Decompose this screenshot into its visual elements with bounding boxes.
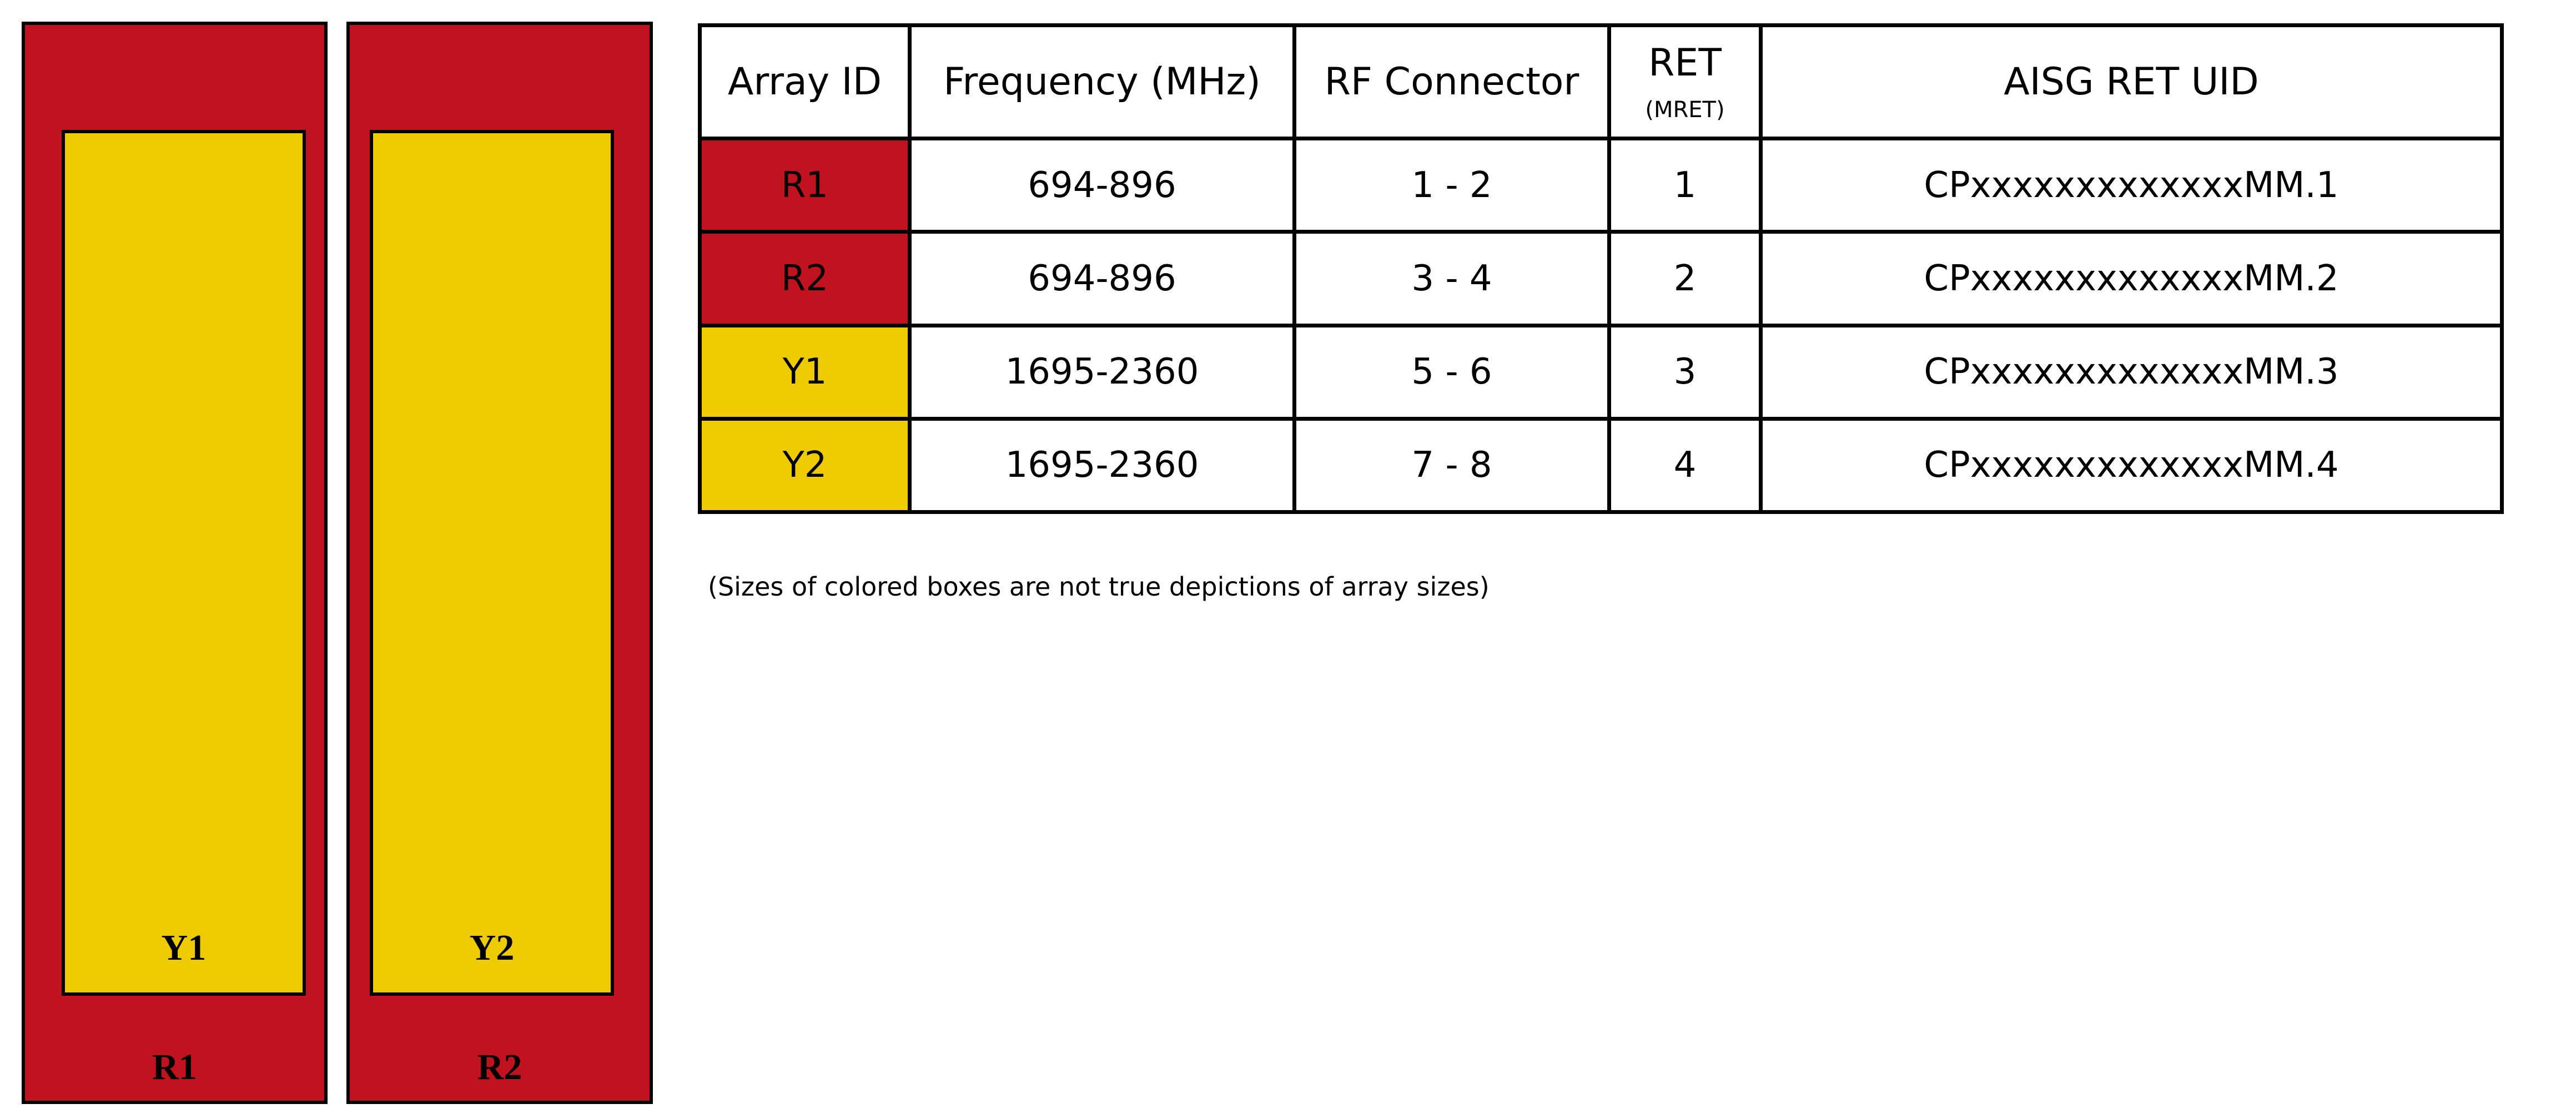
table-row: R2 694-896 3 - 4 2 CPxxxxxxxxxxxxxMM.2 [698, 230, 2504, 327]
cell-ret: 1 [1607, 136, 1763, 234]
cell-ret: 2 [1607, 230, 1763, 327]
cell-ret: 3 [1607, 323, 1763, 421]
array-r1-box: Y1 R1 [22, 22, 328, 1104]
table-header-row: Array ID Frequency (MHz) RF Connector RE… [698, 23, 2504, 140]
table-row: R1 694-896 1 - 2 1 CPxxxxxxxxxxxxxMM.1 [698, 136, 2504, 234]
cell-array-id: Y2 [698, 416, 912, 515]
header-ret-label: RET [1648, 41, 1722, 85]
array-y2-label: Y2 [469, 928, 515, 968]
array-r2-box: Y2 R2 [346, 22, 653, 1104]
size-disclaimer-note: (Sizes of colored boxes are not true dep… [708, 572, 1490, 602]
cell-uid: CPxxxxxxxxxxxxxMM.2 [1759, 230, 2504, 327]
array-y1-label: Y1 [161, 928, 207, 968]
array-y2-box: Y2 [370, 130, 614, 996]
cell-uid: CPxxxxxxxxxxxxxMM.4 [1759, 416, 2504, 515]
cell-uid: CPxxxxxxxxxxxxxMM.3 [1759, 323, 2504, 421]
cell-array-id: R1 [698, 136, 912, 234]
cell-uid: CPxxxxxxxxxxxxxMM.1 [1759, 136, 2504, 234]
header-uid: AISG RET UID [1759, 23, 2504, 140]
cell-array-id: R2 [698, 230, 912, 327]
array-r2-label: R2 [477, 1047, 522, 1087]
cell-rf-connector: 3 - 4 [1292, 230, 1611, 327]
cell-rf-connector: 1 - 2 [1292, 136, 1611, 234]
table-row: Y2 1695-2360 7 - 8 4 CPxxxxxxxxxxxxxMM.4 [698, 416, 2504, 515]
array-r1-label: R1 [152, 1047, 197, 1087]
header-ret-sub: (MRET) [1645, 97, 1725, 123]
cell-frequency: 1695-2360 [908, 323, 1296, 421]
cell-frequency: 694-896 [908, 230, 1296, 327]
cell-rf-connector: 7 - 8 [1292, 416, 1611, 515]
cell-rf-connector: 5 - 6 [1292, 323, 1611, 421]
array-table: Array ID Frequency (MHz) RF Connector RE… [698, 23, 2504, 515]
header-frequency: Frequency (MHz) [908, 23, 1296, 140]
header-ret: RET (MRET) [1607, 23, 1763, 140]
array-y1-box: Y1 [62, 130, 306, 996]
cell-frequency: 694-896 [908, 136, 1296, 234]
table-row: Y1 1695-2360 5 - 6 3 CPxxxxxxxxxxxxxMM.3 [698, 323, 2504, 421]
cell-frequency: 1695-2360 [908, 416, 1296, 515]
cell-array-id: Y1 [698, 323, 912, 421]
cell-ret: 4 [1607, 416, 1763, 515]
header-rf-connector: RF Connector [1292, 23, 1611, 140]
header-array-id: Array ID [698, 23, 912, 140]
